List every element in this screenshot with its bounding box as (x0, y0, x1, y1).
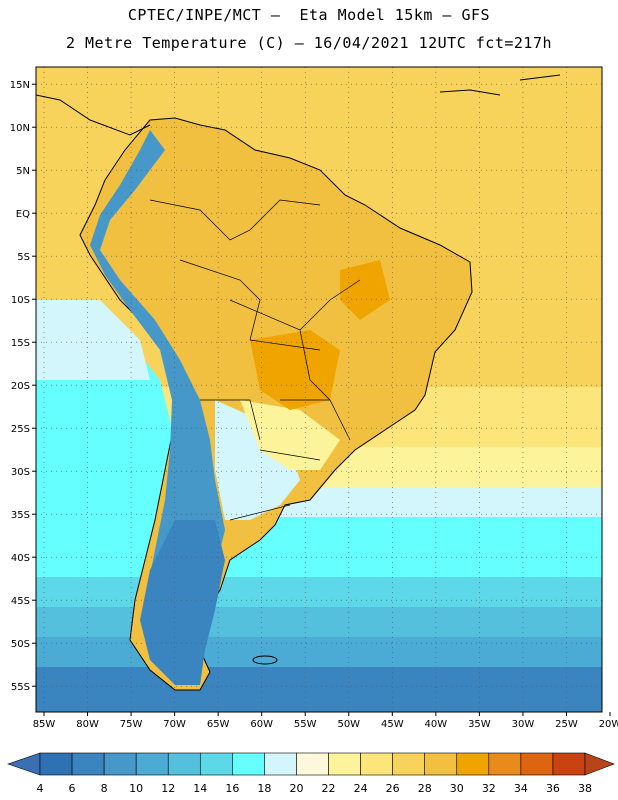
pacific-warm-patch (36, 67, 200, 240)
southern-cone-mild (215, 400, 300, 520)
lon-tick-label: 35W (468, 719, 491, 730)
colorbar-low-arrow (7, 752, 41, 776)
lon-tick-label: 30W (512, 719, 535, 730)
colorbar-swatch (296, 752, 329, 776)
lat-tick-label: EQ (16, 209, 30, 220)
colorbar-swatch (167, 752, 201, 776)
colorbar-label: 8 (101, 782, 108, 795)
lat-tick-label: 55S (11, 682, 30, 693)
colorbar-label: 24 (354, 782, 368, 795)
central-america (36, 94, 151, 136)
colorbar-swatch (135, 752, 169, 776)
lon-tick-label: 85W (33, 719, 56, 730)
colorbar-label: 32 (482, 782, 496, 795)
lat-tick-label: 30S (11, 467, 30, 478)
falklands-island (252, 655, 278, 665)
hot-northeast (340, 260, 390, 320)
ocean-band-8 (36, 667, 602, 712)
lon-tick-label: 65W (207, 719, 230, 730)
axis-ticks: 15N 10N 5N EQ 5S 10S 15S 20S 25S 30S 35S 40S 45S 50S 5… (10, 80, 618, 730)
colorbar-swatch (456, 752, 490, 776)
lat-tick-label: 5S (17, 252, 30, 263)
lon-tick-label: 40W (425, 719, 448, 730)
lat-tick-label: 45S (11, 596, 30, 607)
lat-tick-label: 25S (11, 424, 30, 435)
colorbar-swatch (39, 752, 73, 776)
lon-tick-label: 55W (294, 719, 317, 730)
colorbar: 4 6 8 10 12 14 16 18 20 22 24 26 28 30 32 34 36 38 (7, 752, 615, 795)
lat-tick-label: 20S (11, 381, 30, 392)
colorbar-swatch (424, 752, 458, 776)
colorbar-label: 20 (289, 782, 303, 795)
colorbar-swatch (264, 752, 297, 776)
colorbar-label: 22 (322, 782, 336, 795)
colorbar-swatch (103, 752, 137, 776)
caribbean-islands (439, 74, 561, 96)
colorbar-swatch (488, 752, 522, 776)
lon-tick-label: 45W (381, 719, 404, 730)
lon-tick-label: 25W (555, 719, 578, 730)
colorbar-label: 14 (193, 782, 207, 795)
lat-tick-label: 15N (10, 80, 30, 91)
lat-tick-label: 5N (16, 166, 30, 177)
lat-tick-label: 35S (11, 510, 30, 521)
map-title: CPTEC/INPE/MCT – Eta Model 15km – GFS (127, 6, 491, 24)
lon-tick-label: 75W (120, 719, 143, 730)
colorbar-label: 34 (514, 782, 528, 795)
colorbar-label: 38 (578, 782, 592, 795)
ocean-band-12 (36, 607, 602, 637)
colorbar-swatch (232, 752, 265, 776)
colorbar-label: 12 (161, 782, 175, 795)
pampas-warm (240, 400, 340, 470)
colorbar-label: 26 (386, 782, 400, 795)
lat-tick-label: 50S (11, 639, 30, 650)
lon-tick-label: 60W (250, 719, 273, 730)
colorbar-swatch (360, 752, 393, 776)
colorbar-high-arrow (584, 752, 615, 776)
colorbar-swatch (520, 752, 554, 776)
colorbar-label: 30 (450, 782, 464, 795)
colorbar-swatch (552, 752, 586, 776)
colorbar-swatch (199, 752, 233, 776)
colorbar-label: 28 (418, 782, 432, 795)
colorbar-label: 18 (257, 782, 271, 795)
lat-tick-label: 10N (10, 123, 30, 134)
country-borders (149, 199, 361, 521)
lat-tick-label: 40S (11, 553, 30, 564)
lon-tick-label: 20W (599, 719, 618, 730)
lat-tick-label: 15S (11, 338, 30, 349)
pacific-cool-strip (36, 300, 150, 380)
lon-tick-label: 80W (76, 719, 99, 730)
ocean-band-14 (36, 577, 602, 607)
hot-interior (250, 330, 340, 410)
colorbar-label: 16 (225, 782, 239, 795)
temperature-map: 15N 10N 5N EQ 5S 10S 15S 20S 25S 30S 35S 40S 45S 50S 5… (10, 66, 618, 730)
colorbar-swatch (328, 752, 361, 776)
colorbar-swatch (71, 752, 105, 776)
ocean-band-16 (36, 517, 602, 577)
patagonia-cold (140, 520, 225, 685)
map-subtitle: 2 Metre Temperature (C) – 16/04/2021 12U… (65, 34, 553, 52)
lon-tick-label: 50W (337, 719, 360, 730)
lat-tick-label: 10S (11, 295, 30, 306)
colorbar-label: 36 (546, 782, 560, 795)
colorbar-swatch (392, 752, 426, 776)
lon-tick-label: 70W (163, 719, 186, 730)
colorbar-label: 10 (129, 782, 143, 795)
map-frame (35, 66, 603, 713)
ocean-band-10 (36, 637, 602, 667)
colorbar-label: 4 (37, 782, 44, 795)
colorbar-label: 6 (69, 782, 76, 795)
